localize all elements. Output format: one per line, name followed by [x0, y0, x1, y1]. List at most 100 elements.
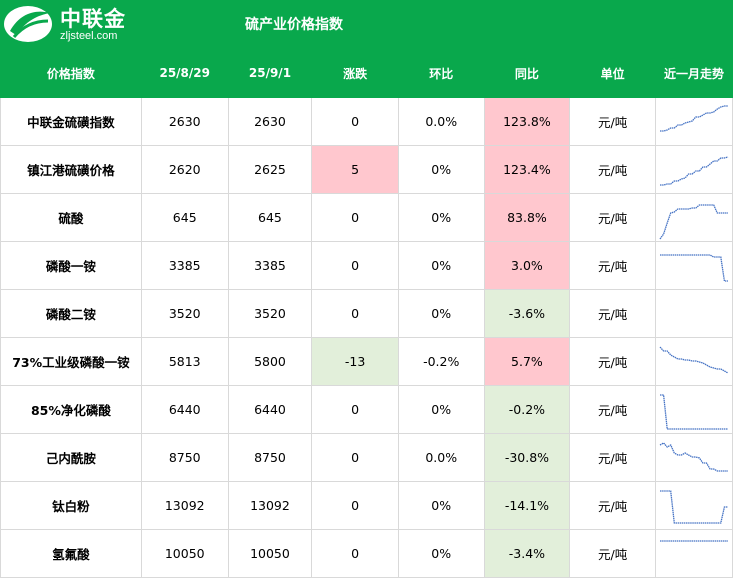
price-index-table: 价格指数 25/8/29 25/9/1 涨跌 环比 同比 单位 近一月走势 中联…	[0, 48, 733, 578]
table-row: 73%工业级磷酸一铵 5813 5800 -13 -0.2% 5.7% 元/吨	[0, 337, 733, 386]
trend-sparkline-cell	[654, 481, 733, 530]
unit-cell: 元/吨	[569, 433, 656, 482]
price-current-cell: 2625	[227, 145, 313, 194]
trend-sparkline-cell	[654, 385, 733, 434]
trend-line	[659, 203, 728, 239]
table-row: 氢氟酸 10050 10050 0 0% -3.4% 元/吨	[0, 529, 733, 578]
product-name-cell: 中联金硫磺指数	[0, 97, 142, 146]
yoy-cell: 83.8%	[483, 193, 571, 242]
column-header: 价格指数	[0, 48, 142, 98]
price-prev-cell: 6440	[140, 385, 229, 434]
yoy-cell: -30.8%	[483, 433, 571, 482]
trend-line	[659, 441, 728, 472]
mom-cell: 0%	[397, 193, 485, 242]
header-banner: 中联金 zljsteel.com 硫产业价格指数	[0, 0, 733, 48]
trend-sparkline	[659, 346, 729, 374]
trend-line	[659, 346, 729, 374]
price-current-cell: 5800	[227, 337, 313, 386]
yoy-cell: -14.1%	[483, 481, 571, 530]
unit-cell: 元/吨	[569, 289, 656, 338]
mom-cell: -0.2%	[397, 337, 485, 386]
trend-line	[659, 393, 728, 430]
product-name-cell: 85%净化磷酸	[0, 385, 142, 434]
mom-cell: 0%	[397, 289, 485, 338]
price-current-cell: 13092	[227, 481, 313, 530]
trend-sparkline	[659, 489, 728, 524]
logo-leaf-icon	[4, 6, 52, 42]
page-title: 硫产业价格指数	[245, 17, 343, 33]
price-prev-cell: 2630	[140, 97, 229, 146]
product-name-cell: 己内酰胺	[0, 433, 142, 482]
column-header: 单位	[569, 48, 656, 98]
unit-cell: 元/吨	[569, 529, 656, 578]
trend-sparkline	[659, 253, 728, 282]
product-name-cell: 镇江港硫磺价格	[0, 145, 142, 194]
change-cell: 0	[311, 241, 399, 290]
trend-sparkline-cell	[654, 97, 733, 146]
yoy-cell: -3.6%	[483, 289, 571, 338]
unit-cell: 元/吨	[569, 481, 656, 530]
change-cell: 0	[311, 289, 399, 338]
unit-cell: 元/吨	[569, 145, 656, 194]
trend-sparkline	[659, 393, 728, 430]
mom-cell: 0.0%	[397, 97, 485, 146]
change-cell: 5	[311, 145, 399, 194]
trend-line	[659, 104, 728, 132]
change-cell: 0	[311, 481, 399, 530]
yoy-cell: 5.7%	[483, 337, 571, 386]
column-header: 近一月走势	[654, 48, 733, 98]
table-body: 中联金硫磺指数 2630 2630 0 0.0% 123.8% 元/吨 镇江港硫磺价格 2620…	[0, 97, 733, 578]
table-row: 磷酸二铵 3520 3520 0 0% -3.6% 元/吨	[0, 289, 733, 338]
trend-sparkline-cell	[654, 289, 733, 338]
trend-sparkline	[659, 155, 729, 186]
price-current-cell: 8750	[227, 433, 313, 482]
trend-sparkline-cell	[654, 337, 733, 386]
trend-sparkline-cell	[654, 193, 733, 242]
table-row: 镇江港硫磺价格 2620 2625 5 0% 123.4% 元/吨	[0, 145, 733, 194]
mom-cell: 0%	[397, 241, 485, 290]
yoy-cell: 3.0%	[483, 241, 571, 290]
yoy-cell: 123.8%	[483, 97, 571, 146]
change-cell: 0	[311, 529, 399, 578]
column-header: 同比	[483, 48, 571, 98]
price-current-cell: 10050	[227, 529, 313, 578]
price-prev-cell: 2620	[140, 145, 229, 194]
trend-sparkline-cell	[654, 433, 733, 482]
yoy-cell: -0.2%	[483, 385, 571, 434]
change-cell: 0	[311, 97, 399, 146]
price-prev-cell: 645	[140, 193, 229, 242]
trend-line	[659, 155, 729, 186]
yoy-cell: -3.4%	[483, 529, 571, 578]
mom-cell: 0%	[397, 529, 485, 578]
trend-sparkline	[659, 539, 728, 542]
logo-text: 中联金	[60, 7, 126, 31]
table-row: 硫酸 645 645 0 0% 83.8% 元/吨	[0, 193, 733, 242]
table-row: 己内酰胺 8750 8750 0 0.0% -30.8% 元/吨	[0, 433, 733, 482]
table-row: 中联金硫磺指数 2630 2630 0 0.0% 123.8% 元/吨	[0, 97, 733, 146]
product-name-cell: 氢氟酸	[0, 529, 142, 578]
price-current-cell: 3385	[227, 241, 313, 290]
change-cell: 0	[311, 193, 399, 242]
logo-url: zljsteel.com	[60, 30, 118, 42]
price-current-cell: 6440	[227, 385, 313, 434]
price-current-cell: 645	[227, 193, 313, 242]
price-prev-cell: 10050	[140, 529, 229, 578]
table-row: 钛白粉 13092 13092 0 0% -14.1% 元/吨	[0, 481, 733, 530]
logo: 中联金 zljsteel.com	[0, 0, 140, 48]
trend-sparkline-cell	[654, 145, 733, 194]
unit-cell: 元/吨	[569, 337, 656, 386]
trend-sparkline-cell	[654, 241, 733, 290]
change-cell: 0	[311, 433, 399, 482]
mom-cell: 0.0%	[397, 433, 485, 482]
column-header: 25/9/1	[227, 48, 313, 98]
table-header-row: 价格指数 25/8/29 25/9/1 涨跌 环比 同比 单位 近一月走势	[0, 48, 733, 98]
unit-cell: 元/吨	[569, 97, 656, 146]
unit-cell: 元/吨	[569, 385, 656, 434]
price-prev-cell: 3520	[140, 289, 229, 338]
product-name-cell: 硫酸	[0, 193, 142, 242]
mom-cell: 0%	[397, 385, 485, 434]
trend-sparkline	[659, 104, 728, 132]
mom-cell: 0%	[397, 481, 485, 530]
column-header: 环比	[397, 48, 485, 98]
price-prev-cell: 8750	[140, 433, 229, 482]
